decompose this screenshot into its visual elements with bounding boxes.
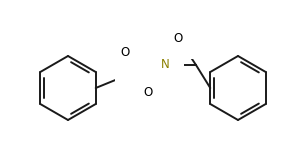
Text: O: O <box>120 46 130 59</box>
Text: N: N <box>161 59 169 72</box>
Text: S: S <box>131 66 139 79</box>
Text: O: O <box>173 32 183 45</box>
Text: O: O <box>143 86 153 99</box>
